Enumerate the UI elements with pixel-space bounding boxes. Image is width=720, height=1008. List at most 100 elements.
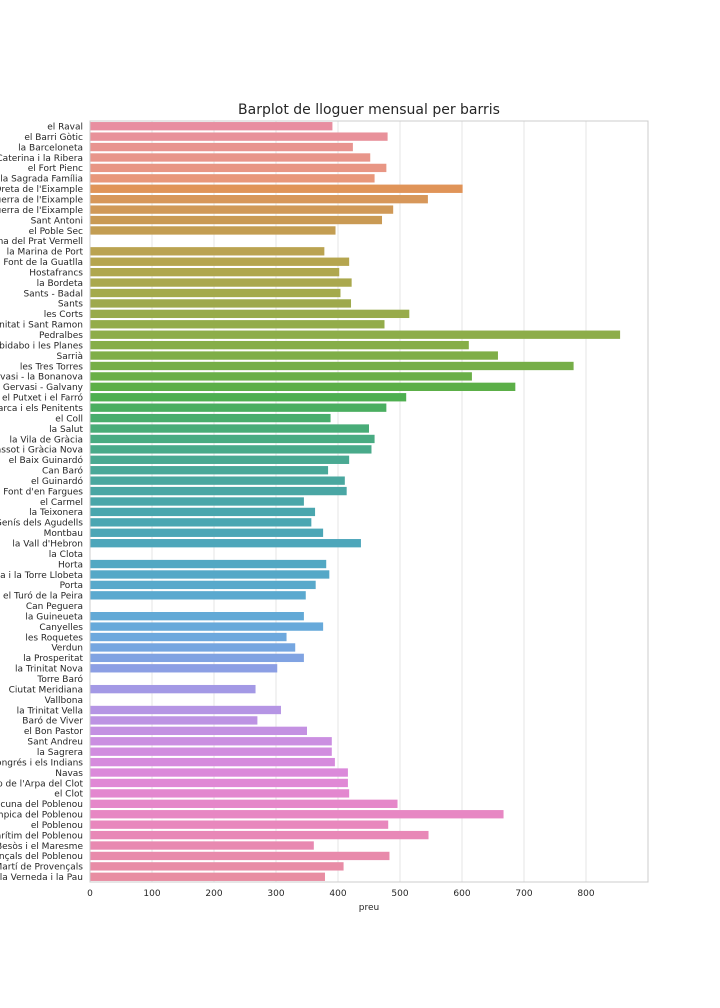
bar [90, 539, 361, 548]
y-tick-label: el Congrés i els Indians [0, 757, 83, 768]
x-tick-labels: 0 100 200 300 400 500 600 700 800 [87, 889, 595, 899]
bar [90, 163, 387, 173]
bar [90, 528, 324, 537]
y-tick-label: Sant Antoni [31, 216, 83, 226]
bar [90, 841, 314, 850]
bar [90, 851, 390, 861]
bar [90, 320, 385, 329]
y-tick-label: la Vila de Gràcia [10, 435, 83, 445]
x-tick-label: 100 [143, 889, 160, 899]
bar [90, 455, 350, 464]
bar [90, 518, 312, 527]
bar [90, 184, 463, 193]
y-tick-label: la Teixonera [29, 508, 83, 518]
bar [90, 174, 375, 183]
y-tick-label: Pedralbes [39, 331, 83, 341]
y-tick-label: Verdun [51, 644, 83, 654]
y-tick-label: Baró de Viver [22, 716, 83, 727]
bar [90, 257, 350, 266]
y-tick-label: l'Antiga Esquerra de l'Eixample [0, 195, 83, 205]
y-tick-label: la Bordeta [37, 279, 83, 289]
bar [90, 278, 352, 287]
bar [90, 757, 335, 767]
y-tick-label: Torre Baró [36, 674, 83, 685]
y-tick-label: Vallbona [45, 696, 83, 706]
y-tick-label: les Roquetes [25, 633, 83, 643]
bar [90, 737, 332, 746]
y-tick-label: Porta [60, 581, 83, 591]
bar [90, 872, 325, 881]
bar [90, 497, 304, 506]
bar [90, 153, 371, 162]
y-tick-label: la Verneda i la Pau [0, 873, 83, 883]
y-tick-label: el Guinardó [31, 476, 84, 487]
y-tick-label: el Bon Pastor [24, 727, 83, 737]
y-tick-label: la Font de la Guatlla [0, 258, 83, 268]
bar [90, 507, 316, 517]
bar [90, 862, 344, 871]
y-tick-label: la Clota [49, 550, 83, 560]
y-tick-label: Hostafrancs [29, 268, 83, 278]
y-tick-label: la Salut [49, 425, 83, 435]
bar [90, 382, 516, 391]
y-tick-label: el Poble Sec [29, 227, 83, 237]
y-tick-label: Sant Gervasi - la Bonanova [0, 373, 83, 383]
y-tick-label: Montbau [44, 529, 83, 539]
y-tick-label: la Marina del Prat Vermell [0, 237, 83, 247]
y-tick-label: la Nova Esquerra de l'Eixample [0, 206, 83, 216]
bar [90, 132, 388, 141]
bar [90, 664, 278, 673]
y-tick-label: Sant Genís dels Agudells [0, 519, 83, 529]
y-tick-label: Sarrià [57, 352, 84, 362]
y-tick-label: la Font d'en Fargues [0, 487, 83, 497]
bar [90, 340, 469, 350]
y-tick-label: la Vila Olímpica del Poblenou [0, 811, 83, 821]
y-tick-label: el Putxet i el Farró [2, 393, 84, 404]
bars [90, 122, 621, 881]
bar [90, 684, 256, 694]
bar [90, 591, 306, 600]
bar [90, 309, 410, 319]
bar [90, 413, 331, 423]
bar [90, 226, 336, 235]
bar [90, 142, 353, 152]
bar [90, 195, 428, 204]
bar [90, 372, 472, 381]
x-tick-label: 800 [577, 889, 594, 899]
y-tick-label: la Sagrera [37, 748, 83, 758]
bar [90, 393, 407, 402]
y-tick-label: Sant Andreu [27, 738, 83, 748]
chart-title: Barplot de lloguer mensual per barris [238, 102, 500, 118]
y-tick-label: la Marina de Port [7, 248, 84, 258]
x-tick-label: 0 [87, 889, 93, 899]
bar [90, 789, 350, 798]
bar [90, 299, 352, 308]
bar [90, 247, 325, 256]
x-tick-label: 600 [453, 889, 470, 899]
y-tick-label: Sant Martí de Provençals [0, 863, 83, 873]
y-tick-label: les Corts [44, 310, 84, 320]
plot-frame [89, 120, 649, 883]
y-tick-label: la Trinitat Vella [17, 706, 83, 716]
bar [90, 580, 316, 590]
bar [90, 330, 621, 339]
y-tick-label: la Guineueta [25, 612, 83, 622]
bar [90, 622, 324, 631]
bar [90, 361, 574, 371]
y-tick-label: Vilapicina i la Torre Llobeta [0, 571, 83, 581]
bar [90, 830, 429, 840]
y-tick-label: Canyelles [39, 623, 83, 633]
y-tick-label: el Poblenou [31, 821, 83, 831]
bar [90, 612, 304, 621]
y-tick-label: el Camp d'en Grassot i Gràcia Nova [0, 446, 83, 456]
y-tick-label: el Camp de l'Arpa del Clot [0, 779, 83, 789]
bar [90, 570, 330, 579]
y-tick-label: Navas [55, 769, 83, 779]
bar [90, 632, 287, 642]
bar [90, 768, 348, 777]
y-tick-label: Sants - Badal [23, 289, 83, 299]
x-tick-label: 400 [329, 889, 346, 899]
bar [90, 215, 383, 225]
